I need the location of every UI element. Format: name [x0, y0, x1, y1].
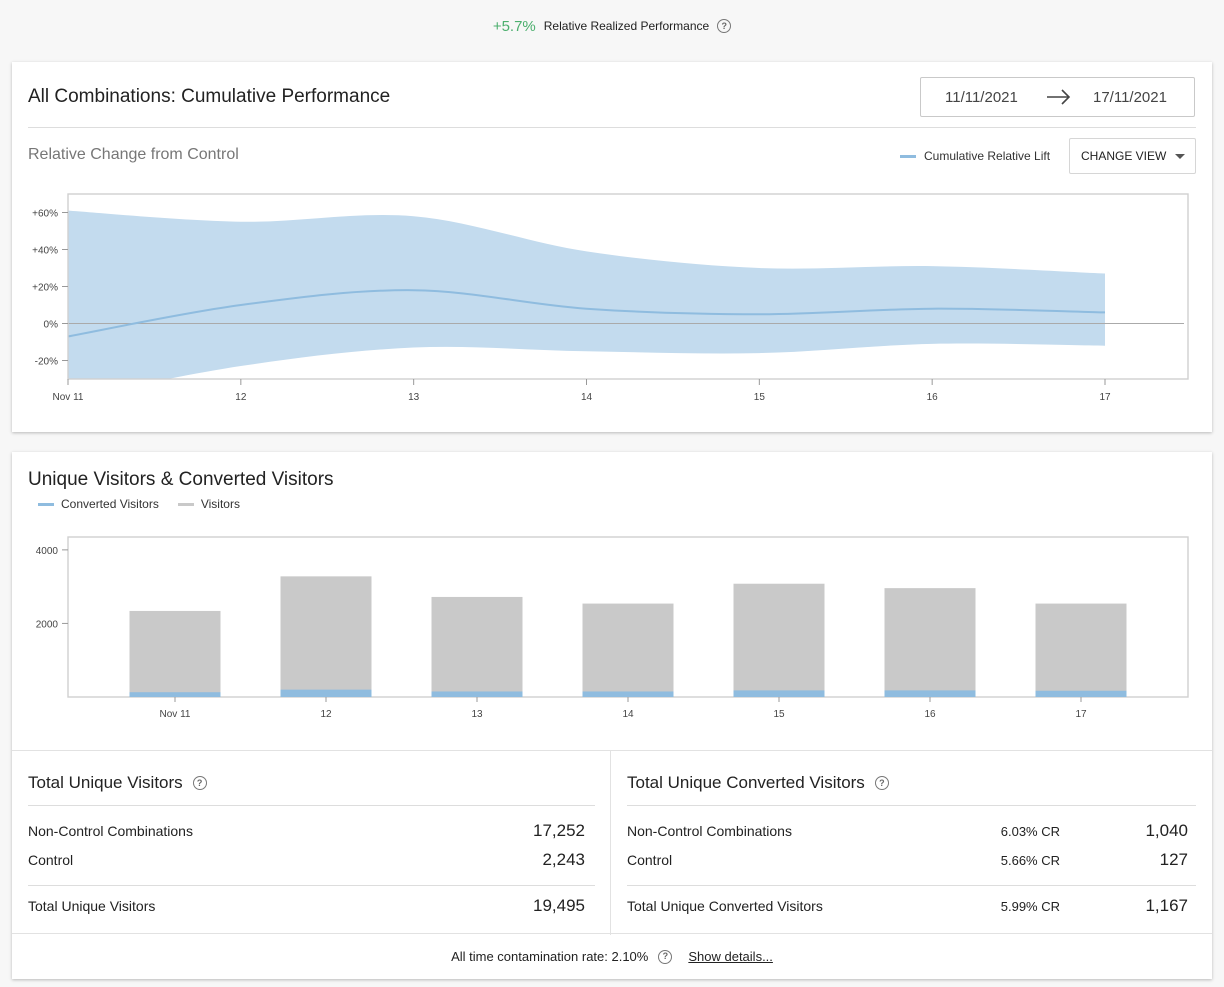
x-tick-label: 13	[471, 709, 483, 720]
stats-title: Total Unique Visitors ?	[28, 773, 207, 793]
stats-title-text: Total Unique Converted Visitors	[627, 773, 865, 792]
stat-label: Control	[627, 852, 673, 868]
total-unique-converted-panel: Total Unique Converted Visitors ? Non-Co…	[611, 751, 1212, 935]
legend-swatch-converted	[38, 502, 54, 506]
stats-row: Total Unique Visitors ? Non-Control Comb…	[12, 750, 1212, 935]
stat-label: Control	[28, 852, 74, 868]
visitors-bar	[884, 588, 976, 697]
visitors-bar	[733, 583, 825, 697]
y-tick-label: +40%	[32, 246, 58, 257]
stat-total-label: Total Unique Converted Visitors	[627, 898, 823, 914]
chart-legend: Cumulative Relative Lift	[900, 149, 1050, 163]
visitors-bar	[1035, 603, 1127, 697]
cumulative-performance-card: All Combinations: Cumulative Performance…	[12, 62, 1212, 432]
divider	[627, 885, 1196, 886]
divider	[627, 805, 1196, 806]
show-details-link[interactable]: Show details...	[688, 949, 773, 964]
stat-value: 1,040	[1145, 821, 1188, 840]
help-icon[interactable]: ?	[717, 19, 732, 33]
stat-total-value: 1,167	[1145, 896, 1188, 915]
change-view-label: CHANGE VIEW	[1081, 149, 1167, 163]
divider	[28, 127, 1196, 128]
change-view-button[interactable]: CHANGE VIEW	[1069, 138, 1196, 174]
stat-total-value: 19,495	[533, 896, 585, 915]
visitors-bar	[129, 610, 221, 697]
card-title: Unique Visitors & Converted Visitors	[28, 469, 334, 490]
visitors-bar	[280, 576, 372, 697]
help-icon[interactable]: ?	[192, 776, 207, 790]
visitors-bar	[431, 596, 523, 697]
divider	[28, 805, 595, 806]
stat-cr: 5.99% CR	[1000, 899, 1060, 914]
cumulative-lift-chart: +60% +40% +20% 0% -20% Nov 11 12 13 14 15 16 17	[32, 193, 1189, 403]
y-tick-label: 2000	[36, 619, 59, 630]
stat-label: Non-Control Combinations	[627, 823, 792, 839]
converted-bar	[129, 692, 221, 697]
caret-down-icon	[1175, 154, 1185, 159]
legend-label: Cumulative Relative Lift	[924, 149, 1051, 163]
stats-title: Total Unique Converted Visitors ?	[627, 773, 889, 793]
help-icon[interactable]: ?	[658, 949, 673, 964]
x-tick-label: 14	[622, 709, 634, 720]
y-tick-label: +20%	[32, 283, 58, 294]
visitors-bar-chart: 4000 2000 Nov 11 12 13 14 15 16 17	[36, 536, 1189, 720]
stat-cr: 5.66% CR	[1000, 853, 1060, 868]
stat-total-label: Total Unique Visitors	[28, 898, 156, 914]
x-tick-label: Nov 11	[160, 709, 191, 720]
contamination-footer: All time contamination rate: 2.10% ? Sho…	[12, 934, 1212, 979]
lift-line	[68, 289, 1106, 338]
converted-bar	[733, 690, 825, 697]
plot-area	[68, 210, 1184, 379]
x-tick-label: 15	[773, 709, 785, 720]
confidence-band	[68, 210, 1105, 379]
converted-bar	[582, 691, 674, 697]
legend-swatch	[900, 154, 916, 158]
date-to[interactable]: 17/11/2021	[1093, 88, 1167, 106]
relative-performance-label: Relative Realized Performance	[543, 19, 710, 33]
stat-cr: 6.03% CR	[1000, 824, 1060, 839]
x-tick-label: 16	[927, 392, 939, 403]
converted-bar	[431, 691, 523, 697]
stats-title-text: Total Unique Visitors	[28, 773, 183, 792]
x-tick-label: 17	[1099, 392, 1111, 403]
legend-label-converted: Converted Visitors	[61, 497, 159, 511]
chart-subtitle: Relative Change from Control	[28, 146, 239, 163]
chart-legend: Converted Visitors Visitors	[38, 497, 240, 511]
x-tick-label: 12	[235, 392, 247, 403]
converted-bar	[884, 690, 976, 697]
x-tick-label: 14	[581, 392, 593, 403]
visitors-bar	[582, 603, 674, 697]
x-tick-label: 12	[320, 709, 332, 720]
x-tick-label: Nov 11	[53, 392, 84, 403]
divider	[28, 885, 595, 886]
stat-value: 2,243	[542, 850, 585, 869]
stat-value: 17,252	[533, 821, 585, 840]
y-tick-label: -20%	[35, 357, 58, 368]
date-range-picker[interactable]: 11/11/2021 17/11/2021	[920, 77, 1195, 117]
stat-label: Non-Control Combinations	[28, 823, 193, 839]
contamination-rate-text: All time contamination rate: 2.10%	[451, 949, 649, 964]
y-tick-label: 4000	[36, 546, 59, 557]
x-tick-label: 15	[754, 392, 766, 403]
y-tick-label: 0%	[44, 320, 59, 331]
converted-bar	[280, 689, 372, 697]
date-from[interactable]: 11/11/2021	[945, 88, 1018, 106]
visitors-card: Unique Visitors & Converted Visitors Con…	[12, 452, 1212, 979]
relative-performance-value: +5.7%	[492, 17, 536, 35]
x-tick-label: 13	[408, 392, 420, 403]
legend-label-visitors: Visitors	[200, 497, 240, 511]
x-tick-label: 16	[924, 709, 936, 720]
relative-performance-summary: +5.7% Relative Realized Performance ?	[0, 14, 1224, 38]
arrow-right-icon	[1047, 89, 1071, 105]
card-title: All Combinations: Cumulative Performance	[28, 86, 391, 107]
stat-value: 127	[1159, 850, 1188, 869]
legend-swatch-visitors	[177, 502, 194, 506]
y-tick-label: +60%	[32, 209, 58, 220]
converted-bar	[1035, 690, 1127, 697]
total-unique-visitors-panel: Total Unique Visitors ? Non-Control Comb…	[12, 751, 611, 935]
help-icon[interactable]: ?	[874, 776, 889, 790]
x-tick-label: 17	[1075, 709, 1087, 720]
